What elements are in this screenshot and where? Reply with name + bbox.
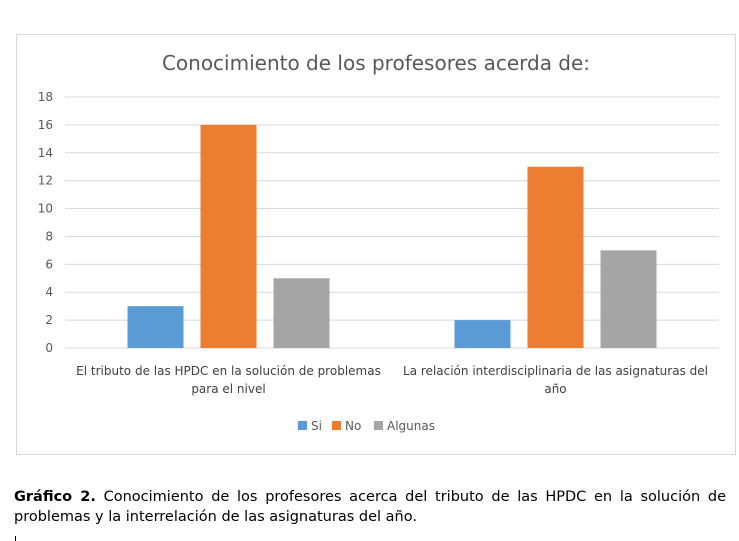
bar-no-2 xyxy=(527,166,584,348)
bar-si-1 xyxy=(127,306,184,348)
y-tick-label: 8 xyxy=(45,229,53,243)
bar-algunas-2 xyxy=(600,250,657,348)
chart-title: Conocimiento de los profesores acerda de… xyxy=(162,51,590,75)
y-tick-label: 16 xyxy=(38,118,53,132)
caption-text: Conocimiento de los profesores acerca de… xyxy=(14,489,726,525)
category-label: El tributo de las HPDC en la solución de… xyxy=(76,364,381,378)
legend-swatch-si xyxy=(298,421,307,430)
bar-chart: Conocimiento de los profesores acerda de… xyxy=(38,51,719,433)
y-tick-label: 0 xyxy=(45,341,53,355)
bar-si-2 xyxy=(454,320,511,348)
figure-caption: Gráfico 2. Conocimiento de los profesore… xyxy=(14,487,726,527)
y-tick-label: 2 xyxy=(45,313,53,327)
y-tick-label: 4 xyxy=(45,285,53,299)
bar-algunas-1 xyxy=(273,278,330,348)
y-tick-label: 12 xyxy=(38,174,53,188)
text-cursor xyxy=(15,536,16,541)
y-tick-label: 10 xyxy=(38,202,53,216)
bar-no-1 xyxy=(200,124,257,348)
legend-swatch-no xyxy=(332,421,341,430)
legend-label-algunas: Algunas xyxy=(387,419,435,433)
category-label: año xyxy=(544,382,566,396)
y-tick-label: 18 xyxy=(38,90,53,104)
caption-label: Gráfico 2. xyxy=(14,489,96,505)
chart-frame: Conocimiento de los profesores acerda de… xyxy=(16,34,736,455)
legend-label-si: Si xyxy=(311,419,322,433)
category-label: para el nivel xyxy=(191,382,265,396)
y-tick-label: 6 xyxy=(45,257,53,271)
legend-label-no: No xyxy=(345,419,361,433)
category-label: La relación interdisciplinaria de las as… xyxy=(403,364,708,378)
y-tick-label: 14 xyxy=(38,146,53,160)
legend-swatch-algunas xyxy=(374,421,383,430)
